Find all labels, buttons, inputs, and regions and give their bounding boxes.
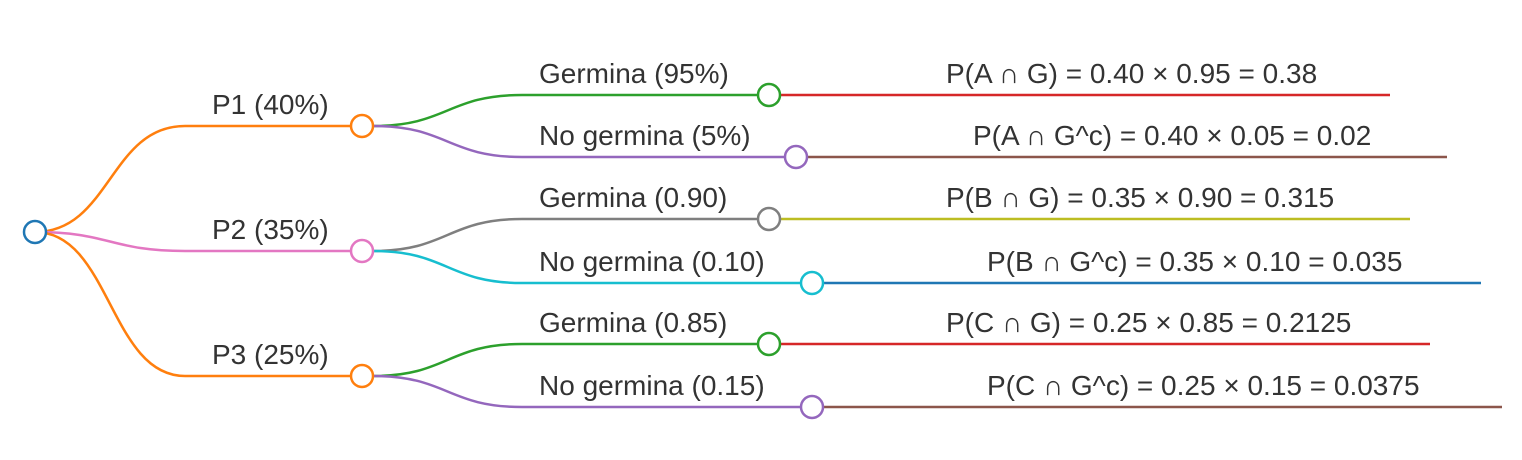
result-label-p3-no-germina: P(C ∩ G^c) = 0.25 × 0.15 = 0.0375: [987, 370, 1420, 401]
node-p3: [349, 363, 375, 389]
outcome-label-p2-germina: Germina (0.90): [539, 182, 727, 213]
node-p2-no-germina: [799, 270, 825, 296]
edge-p1-no-germina: [372, 124, 785, 159]
edges-layer: [34, 93, 1502, 409]
edge-root-to-p3: [34, 230, 351, 378]
edge-root-to-p1: [34, 124, 351, 234]
node-p3-germina: [756, 331, 782, 357]
edge-root-to-p2: [34, 230, 351, 253]
edge-p1-germina: [372, 93, 758, 128]
result-label-p1-germina: P(A ∩ G) = 0.40 × 0.95 = 0.38: [946, 58, 1317, 89]
node-p2-germina: [756, 206, 782, 232]
outcome-label-p1-germina: Germina (95%): [539, 58, 729, 89]
root-node: [22, 219, 48, 245]
outcome-label-p1-no-germina: No germina (5%): [539, 120, 751, 151]
edge-p3-germina: [372, 342, 758, 378]
node-p1-no-germina: [783, 144, 809, 170]
outcome-label-p3-germina: Germina (0.85): [539, 307, 727, 338]
edge-p3-no-germina: [372, 374, 801, 409]
nodes-layer: [22, 82, 825, 420]
node-p3-no-germina: [799, 394, 825, 420]
outcome-label-p3-no-germina: No germina (0.15): [539, 370, 765, 401]
branch-label-p2: P2 (35%): [212, 214, 329, 245]
node-p1: [349, 113, 375, 139]
edge-p2-germina: [372, 217, 758, 253]
node-p2: [349, 238, 375, 264]
labels-layer: P1 (40%) Germina (95%) P(A ∩ G) = 0.40 × 0…: [212, 58, 1420, 401]
edge-p2-no-germina: [372, 249, 801, 285]
result-label-p1-no-germina: P(A ∩ G^c) = 0.40 × 0.05 = 0.02: [973, 120, 1371, 151]
branch-label-p1: P1 (40%): [212, 89, 329, 120]
outcome-label-p2-no-germina: No germina (0.10): [539, 246, 765, 277]
result-label-p3-germina: P(C ∩ G) = 0.25 × 0.85 = 0.2125: [946, 307, 1351, 338]
node-p1-germina: [756, 82, 782, 108]
result-label-p2-no-germina: P(B ∩ G^c) = 0.35 × 0.10 = 0.035: [987, 246, 1402, 277]
branch-label-p3: P3 (25%): [212, 339, 329, 370]
result-label-p2-germina: P(B ∩ G) = 0.35 × 0.90 = 0.315: [946, 182, 1334, 213]
